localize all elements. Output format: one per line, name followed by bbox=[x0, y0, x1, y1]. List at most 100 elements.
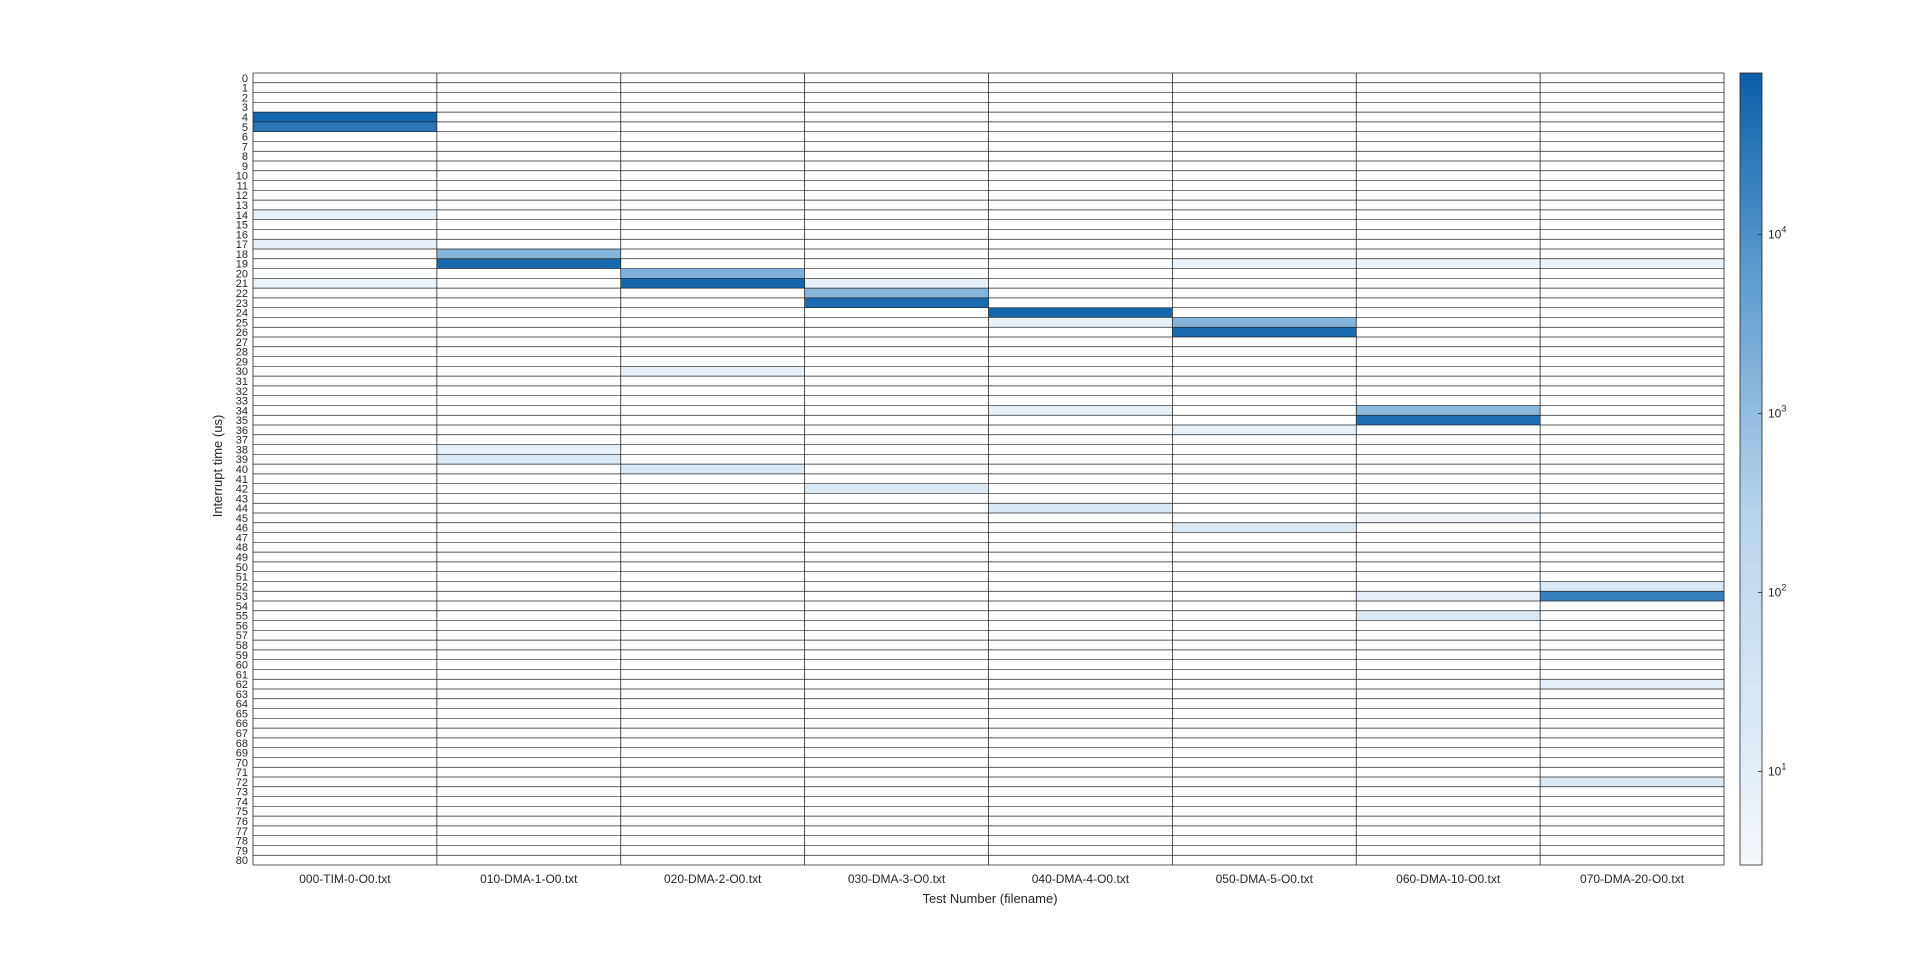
y-tick-label: 35 bbox=[236, 415, 248, 427]
y-tick-label: 39 bbox=[236, 454, 248, 466]
y-tick-label: 69 bbox=[236, 748, 248, 760]
heatmap-cell bbox=[253, 112, 437, 122]
heatmap-cell bbox=[1172, 317, 1357, 328]
y-tick-label: 77 bbox=[236, 826, 248, 838]
colorbar-gradient bbox=[1739, 72, 1763, 866]
y-tick-label: 52 bbox=[236, 581, 248, 593]
y-tick-label: 9 bbox=[242, 161, 248, 173]
y-tick-label: 68 bbox=[236, 738, 248, 750]
heatmap-cell bbox=[253, 278, 437, 289]
y-tick-label: 73 bbox=[236, 787, 248, 799]
heatmap-cell bbox=[436, 258, 621, 269]
heatmap-cell bbox=[620, 278, 805, 289]
y-tick-label: 19 bbox=[236, 259, 248, 271]
y-tick-label: 30 bbox=[236, 366, 248, 378]
y-tick-label: 11 bbox=[237, 180, 248, 192]
heatmap-cell bbox=[436, 444, 621, 455]
y-tick-label: 75 bbox=[236, 806, 248, 818]
x-tick-label: 050-DMA-5-O0.txt bbox=[1216, 872, 1314, 886]
y-tick-label: 4 bbox=[242, 112, 248, 124]
y-tick-label: 72 bbox=[236, 777, 248, 789]
heatmap-cell bbox=[620, 464, 805, 474]
y-tick-label: 66 bbox=[236, 718, 248, 730]
y-tick-label: 57 bbox=[236, 630, 248, 642]
y-tick-label: 6 bbox=[242, 132, 248, 144]
heatmap-cell bbox=[253, 209, 437, 220]
y-tick-label: 12 bbox=[236, 190, 248, 202]
heatmap-cell bbox=[1356, 513, 1541, 523]
y-tick-label: 22 bbox=[236, 288, 248, 300]
y-tick-label: 40 bbox=[236, 464, 248, 476]
x-tick-label: 060-DMA-10-O0.txt bbox=[1396, 872, 1501, 886]
y-tick-label: 17 bbox=[236, 239, 248, 251]
heatmap-cell bbox=[1540, 258, 1724, 269]
y-tick-label: 16 bbox=[236, 229, 248, 241]
y-tick-label: 61 bbox=[236, 669, 248, 681]
y-tick-label: 65 bbox=[236, 708, 248, 720]
y-tick-label: 54 bbox=[236, 601, 248, 613]
y-tick-label: 27 bbox=[236, 337, 248, 349]
x-tick-label: 000-TIM-0-O0.txt bbox=[299, 872, 391, 886]
colorbar: 101 102 103 104 bbox=[1739, 72, 1786, 866]
y-tick-label: 60 bbox=[236, 660, 248, 672]
y-tick-label: 18 bbox=[236, 249, 248, 261]
y-tick-label: 37 bbox=[236, 435, 248, 447]
y-tick-label: 3 bbox=[242, 102, 248, 114]
heatmap-cell bbox=[1356, 405, 1541, 416]
y-tick-label: 20 bbox=[236, 268, 248, 280]
y-tick-label: 71 bbox=[236, 767, 248, 779]
heatmap-cell bbox=[1540, 591, 1724, 601]
y-tick-label: 32 bbox=[236, 386, 248, 398]
x-tick-label: 030-DMA-3-O0.txt bbox=[848, 872, 946, 886]
y-tick-label: 1 bbox=[242, 83, 248, 95]
y-tick-label: 74 bbox=[236, 796, 248, 808]
y-tick-label: 26 bbox=[236, 327, 248, 339]
y-tick-label: 38 bbox=[236, 444, 248, 456]
y-tick-label: 33 bbox=[236, 396, 248, 408]
y-axis-label: Interrupt time (us) bbox=[210, 415, 225, 518]
x-tick-label: 070-DMA-20-O0.txt bbox=[1580, 872, 1685, 886]
heatmap-cell bbox=[1172, 425, 1357, 435]
y-tick-label: 5 bbox=[242, 122, 248, 134]
x-axis-label: Test Number (filename) bbox=[922, 891, 1057, 906]
y-tick-label: 51 bbox=[236, 572, 248, 584]
y-tick-label: 23 bbox=[236, 298, 248, 310]
y-tick-label: 47 bbox=[236, 532, 248, 544]
heatmap-cell bbox=[436, 249, 621, 259]
y-tick-label: 56 bbox=[236, 620, 248, 632]
colorbar-tick-label: 103 bbox=[1768, 404, 1786, 421]
y-tick-labels: 0123456789101112131415161718192021222324… bbox=[236, 73, 248, 867]
y-tick-label: 63 bbox=[236, 689, 248, 701]
heatmap-cell bbox=[988, 317, 1173, 328]
heatmap-cell bbox=[436, 454, 621, 465]
y-tick-label: 14 bbox=[236, 210, 248, 222]
y-tick-label: 79 bbox=[236, 845, 248, 857]
y-tick-label: 42 bbox=[236, 484, 248, 496]
y-tick-label: 34 bbox=[236, 405, 248, 417]
y-tick-label: 55 bbox=[236, 611, 248, 623]
colorbar-tick-label: 104 bbox=[1768, 225, 1786, 242]
y-tick-label: 62 bbox=[236, 679, 248, 691]
heatmap-cell bbox=[1540, 581, 1724, 592]
heatmap-cell bbox=[1172, 522, 1357, 533]
y-tick-label: 67 bbox=[236, 728, 248, 740]
y-tick-label: 76 bbox=[236, 816, 248, 828]
heatmap-cell bbox=[988, 405, 1173, 416]
heatmap-cell bbox=[804, 278, 989, 289]
y-tick-label: 53 bbox=[236, 591, 248, 603]
x-tick-label: 010-DMA-1-O0.txt bbox=[480, 872, 578, 886]
y-tick-label: 28 bbox=[236, 347, 248, 359]
heatmap-cell bbox=[1356, 610, 1541, 621]
y-tick-label: 0 bbox=[242, 73, 248, 85]
y-tick-label: 21 bbox=[236, 278, 248, 290]
y-tick-label: 25 bbox=[236, 317, 248, 329]
heatmap-cell bbox=[1356, 258, 1541, 269]
heatmap-cell bbox=[1540, 679, 1724, 689]
y-tick-label: 59 bbox=[236, 650, 248, 662]
y-tick-label: 48 bbox=[236, 542, 248, 554]
heatmap-cell bbox=[1356, 415, 1541, 425]
heatmap-cell bbox=[1540, 777, 1724, 787]
heatmap-cell bbox=[1172, 327, 1357, 337]
